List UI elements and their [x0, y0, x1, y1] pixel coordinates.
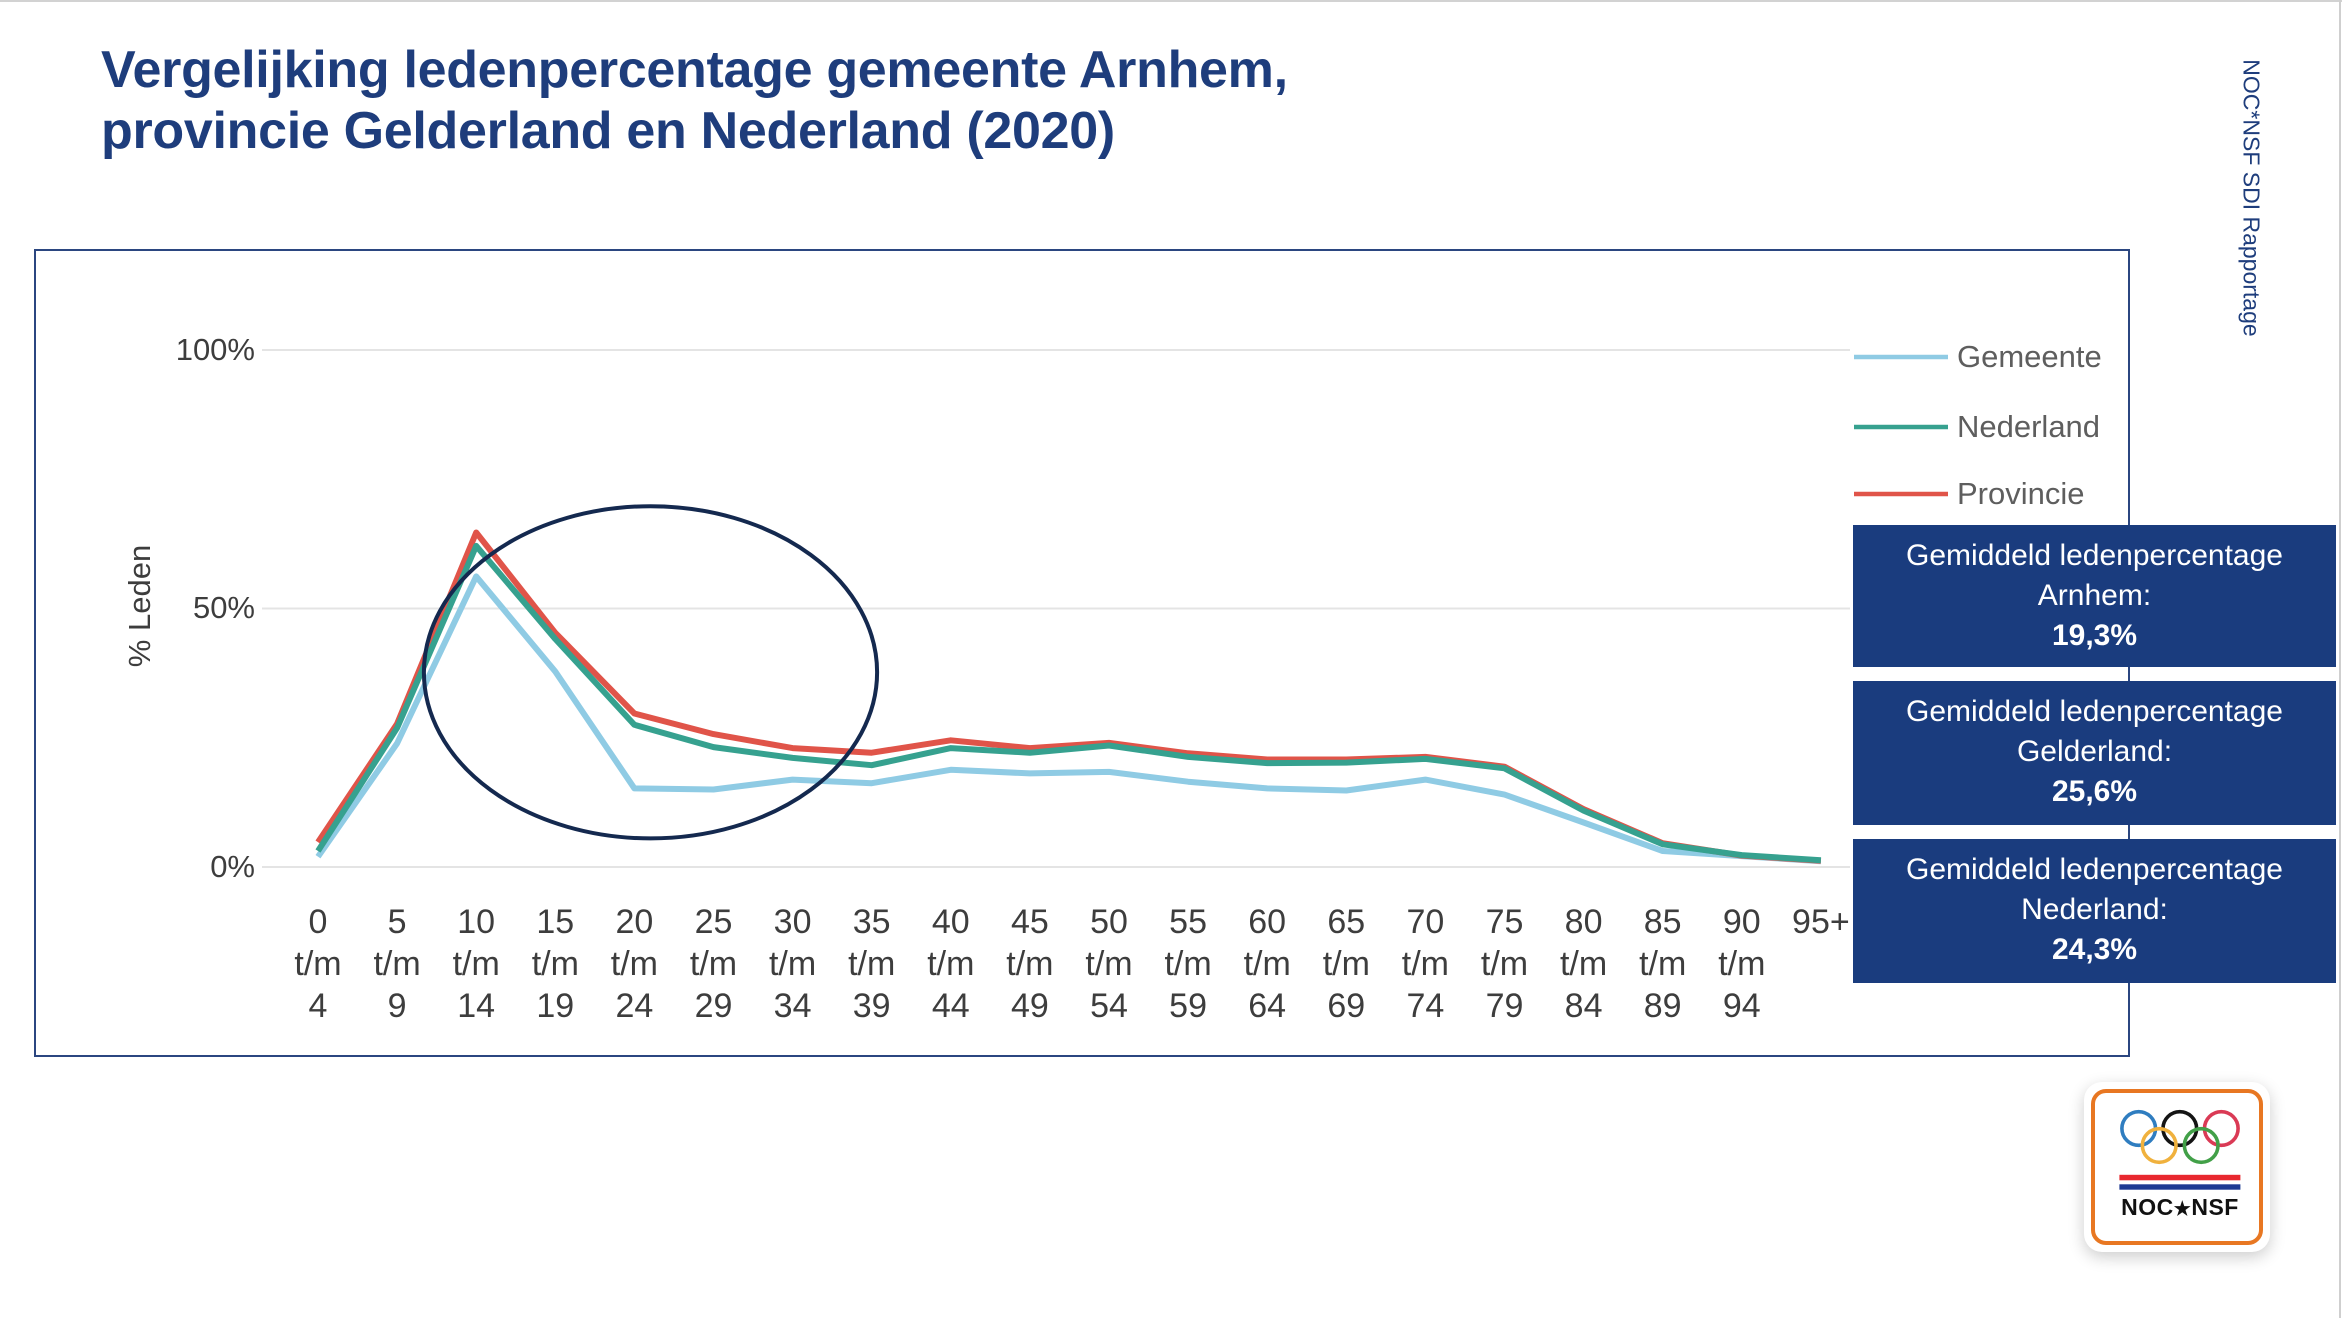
svg-text:NOC★NSF: NOC★NSF	[2121, 1194, 2239, 1220]
